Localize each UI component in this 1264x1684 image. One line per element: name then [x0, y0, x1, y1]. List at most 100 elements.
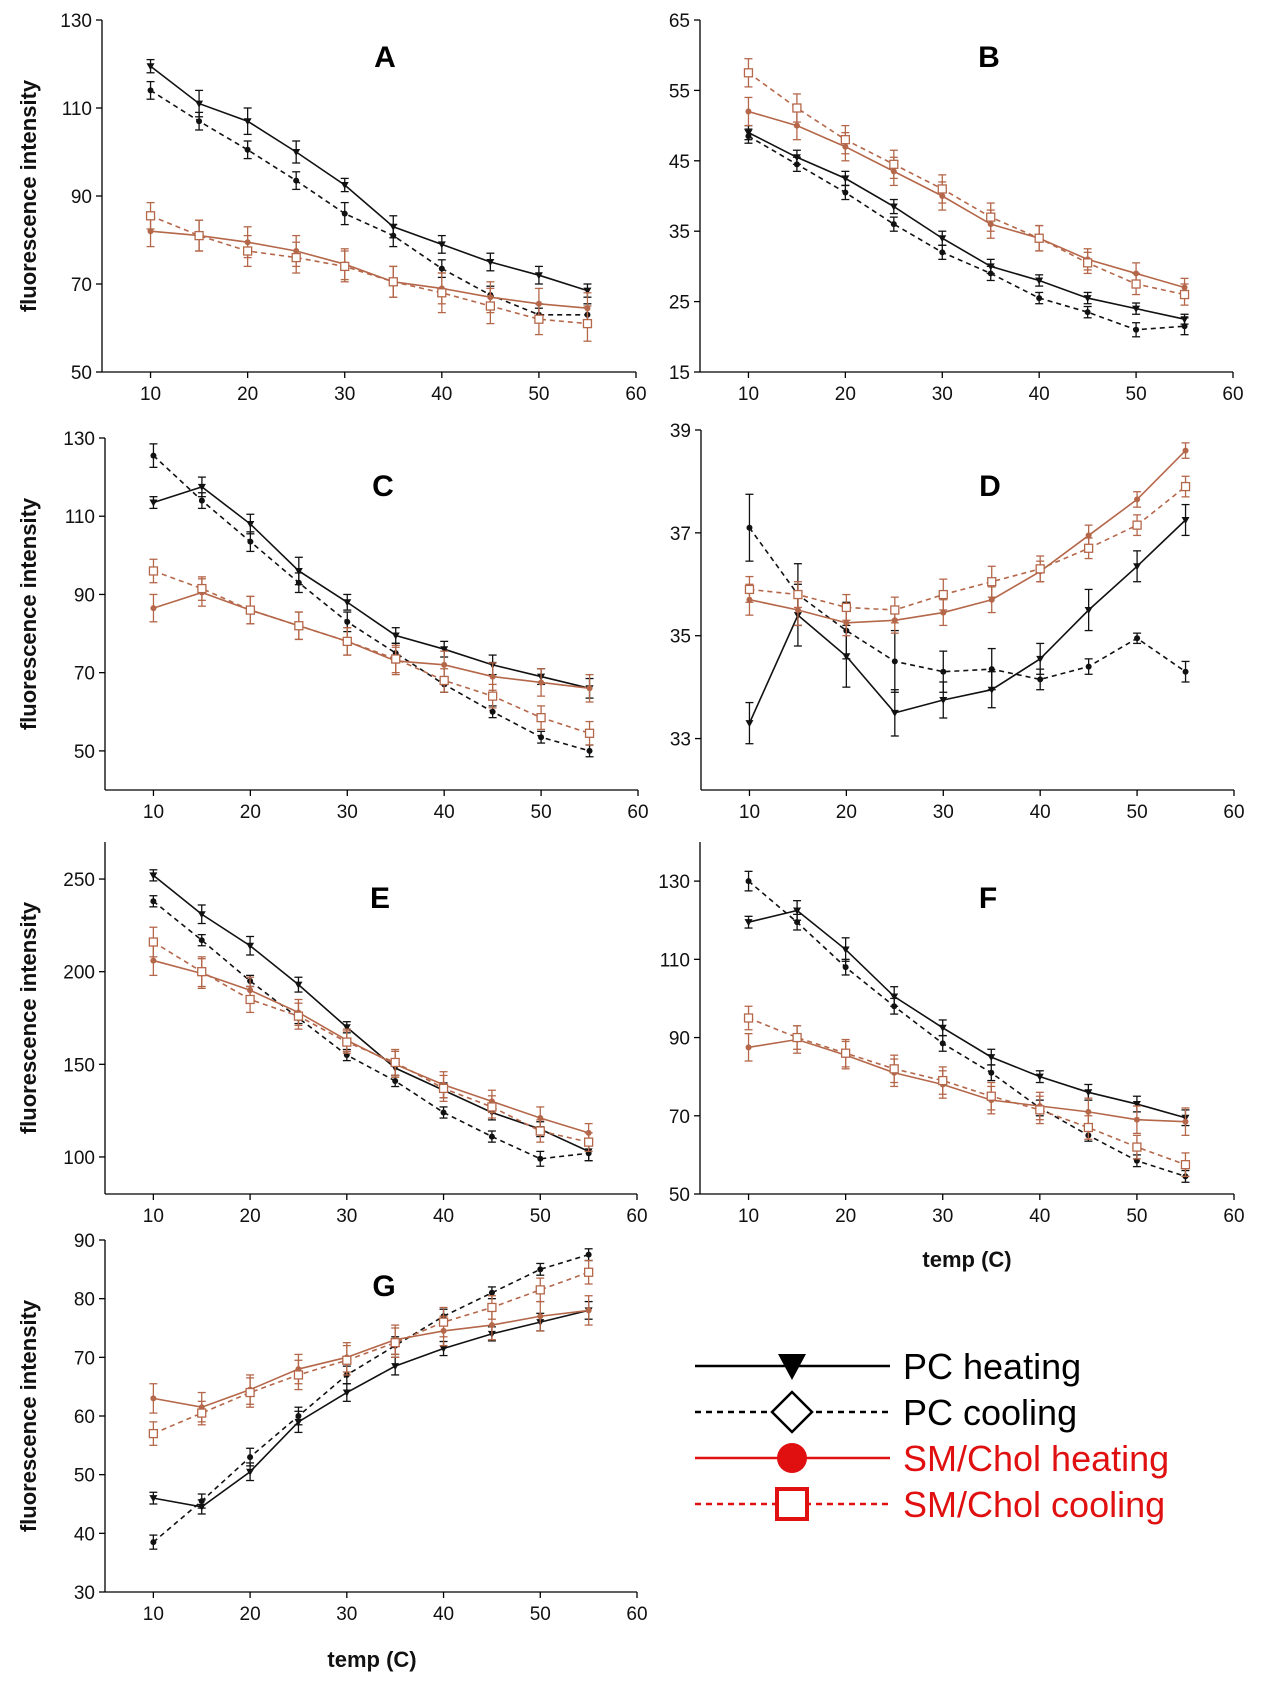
data-point — [939, 697, 948, 704]
data-point — [342, 1037, 352, 1047]
data-point — [1133, 1116, 1140, 1123]
data-point — [1085, 532, 1092, 539]
data-point — [842, 964, 849, 971]
data-point — [583, 1267, 594, 1277]
data-point — [295, 579, 302, 586]
data-point — [197, 483, 206, 491]
data-point — [534, 314, 544, 324]
series-line — [150, 230, 588, 309]
x-tick-label: 40 — [434, 802, 455, 823]
data-point — [889, 203, 898, 211]
x-tick-label: 20 — [240, 1206, 261, 1227]
series-sm-chol-cooling — [148, 1259, 594, 1446]
data-point — [196, 118, 203, 125]
series-pc-cooling — [744, 870, 1190, 1183]
data-point — [246, 521, 255, 529]
data-point — [889, 1064, 899, 1074]
data-point — [390, 232, 397, 239]
data-point — [940, 668, 947, 675]
data-point — [488, 1133, 495, 1140]
data-point — [1037, 676, 1044, 683]
x-tick-label: 50 — [1126, 384, 1147, 405]
y-tick-label: 50 — [74, 1466, 95, 1487]
data-point — [1035, 277, 1044, 285]
data-point — [342, 1024, 351, 1032]
series-line — [748, 880, 1186, 1178]
data-point — [1182, 1118, 1189, 1125]
circle-marker-icon — [777, 1443, 807, 1473]
series-sm-chol-heating — [149, 1295, 593, 1423]
x-tick-label: 50 — [528, 384, 549, 405]
data-point — [342, 1355, 352, 1365]
series-pc-cooling — [146, 80, 592, 327]
data-point — [1036, 295, 1043, 302]
series-line — [747, 72, 1185, 296]
data-point — [1132, 305, 1141, 313]
data-point — [391, 632, 400, 640]
data-point — [198, 937, 205, 944]
data-point — [743, 1013, 754, 1023]
series-line — [153, 1309, 589, 1508]
data-point — [585, 1307, 592, 1314]
x-tick-label: 30 — [334, 384, 355, 405]
data-point — [792, 103, 802, 113]
data-point — [1181, 517, 1190, 524]
y-tick-label: 50 — [669, 1185, 690, 1206]
series-pc-heating — [149, 476, 594, 699]
series-sm-chol-heating — [744, 96, 1189, 298]
panel-f: 10 20 30 40 50 60 50 70 90 110 130 temp (C) F — [658, 842, 1245, 1272]
data-point — [746, 524, 753, 531]
data-point — [437, 241, 446, 249]
data-point — [743, 68, 754, 78]
series-sm-chol-cooling — [743, 1005, 1191, 1178]
y-tick-label: 60 — [74, 1407, 95, 1428]
data-point — [537, 1155, 544, 1162]
data-point — [488, 1322, 495, 1329]
legend-label: SM/Chol heating — [903, 1438, 1169, 1479]
legend-item-sm-chol-cooling: SM/Chol cooling — [695, 1484, 1165, 1525]
data-point — [487, 1302, 497, 1313]
x-tick-label: 50 — [530, 1604, 551, 1625]
data-point — [744, 919, 753, 927]
data-point — [487, 1102, 497, 1112]
data-point — [1133, 563, 1142, 571]
data-point — [841, 946, 850, 954]
y-tick-label: 150 — [63, 1055, 95, 1076]
data-point — [792, 1032, 802, 1043]
data-point — [1035, 1073, 1044, 1081]
data-point — [294, 621, 304, 631]
x-tick-label: 20 — [240, 1604, 261, 1625]
x-tick-label: 50 — [1126, 1206, 1147, 1227]
series-line — [748, 519, 1187, 724]
data-point — [1180, 1160, 1191, 1170]
series-pc-heating — [745, 503, 1190, 745]
legend-item-sm-chol-heating: SM/Chol heating — [695, 1438, 1169, 1479]
data-point — [391, 1363, 400, 1371]
data-point — [1083, 295, 1092, 303]
data-point — [745, 720, 754, 728]
y-tick-label: 15 — [669, 363, 690, 384]
data-point — [1085, 663, 1092, 670]
data-point — [1035, 564, 1045, 574]
x-axis-label: temp (C) — [922, 1247, 1011, 1272]
data-point — [294, 567, 303, 575]
data-point — [486, 259, 495, 266]
series-sm-chol-heating — [149, 945, 593, 1143]
data-point — [890, 221, 897, 228]
data-point — [438, 265, 445, 272]
x-tick-label: 40 — [1030, 802, 1051, 823]
x-tick-label: 30 — [933, 802, 954, 823]
panel-c: 10 20 30 40 50 60 50 70 90 110 130 fluorescence int… — [16, 429, 649, 823]
series-line — [749, 450, 1187, 624]
x-tick-label: 60 — [1223, 1206, 1244, 1227]
data-point — [1134, 635, 1141, 642]
y-tick-label: 200 — [63, 963, 95, 984]
y-tick-label: 250 — [63, 870, 95, 891]
x-axis-label: temp (C) — [327, 1647, 416, 1672]
data-point — [745, 133, 752, 140]
data-point — [840, 1048, 851, 1058]
data-point — [536, 712, 546, 723]
series-pc-cooling — [149, 1248, 593, 1550]
x-tick-label: 30 — [336, 1206, 357, 1227]
x-tick-label: 10 — [143, 802, 164, 823]
